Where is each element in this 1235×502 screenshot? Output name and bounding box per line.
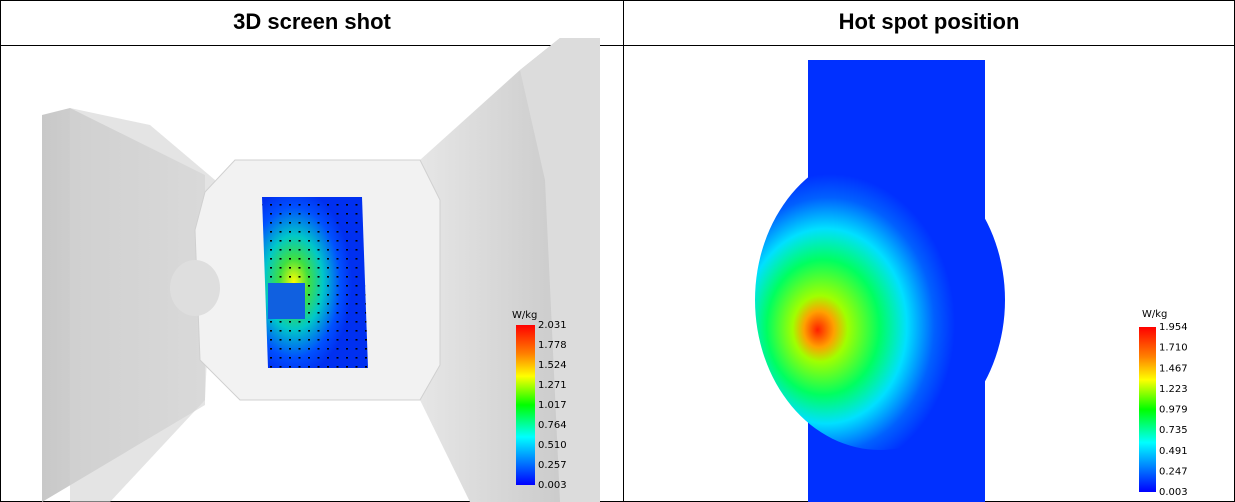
legend-label: 0.003	[1159, 487, 1188, 498]
legend-label: 1.467	[1159, 363, 1188, 374]
column-header: 3D screen shot	[233, 9, 391, 34]
color-bar	[1139, 327, 1156, 492]
3d-view	[42, 38, 600, 502]
legend-label: 1.017	[538, 400, 567, 411]
legend-label: 0.491	[1159, 446, 1188, 457]
legend-label: 0.510	[538, 440, 567, 451]
legend-unit: W/kg	[512, 310, 537, 321]
legend-label: 1.710	[1159, 343, 1188, 354]
legend-label: 0.247	[1159, 466, 1188, 477]
legend-label: 0.735	[1159, 425, 1188, 436]
legend-label: 0.003	[538, 480, 567, 491]
legend-label: 0.257	[538, 460, 567, 471]
legends: W/kg2.0311.7781.5241.2711.0170.7640.5100…	[512, 309, 1188, 498]
color-bar	[516, 325, 535, 485]
legend-label: 1.271	[538, 380, 567, 391]
legend-label: 1.778	[538, 340, 567, 351]
legend-label: 0.764	[538, 420, 567, 431]
legend-label: 1.223	[1159, 384, 1188, 395]
legend-label: 2.031	[538, 320, 567, 331]
legend-unit: W/kg	[1142, 309, 1167, 320]
legend-label: 1.954	[1159, 322, 1188, 333]
legend-label: 0.979	[1159, 405, 1188, 416]
hot-spot-map	[755, 60, 1005, 502]
column-header: Hot spot position	[839, 9, 1020, 34]
legend-label: 1.524	[538, 360, 567, 371]
